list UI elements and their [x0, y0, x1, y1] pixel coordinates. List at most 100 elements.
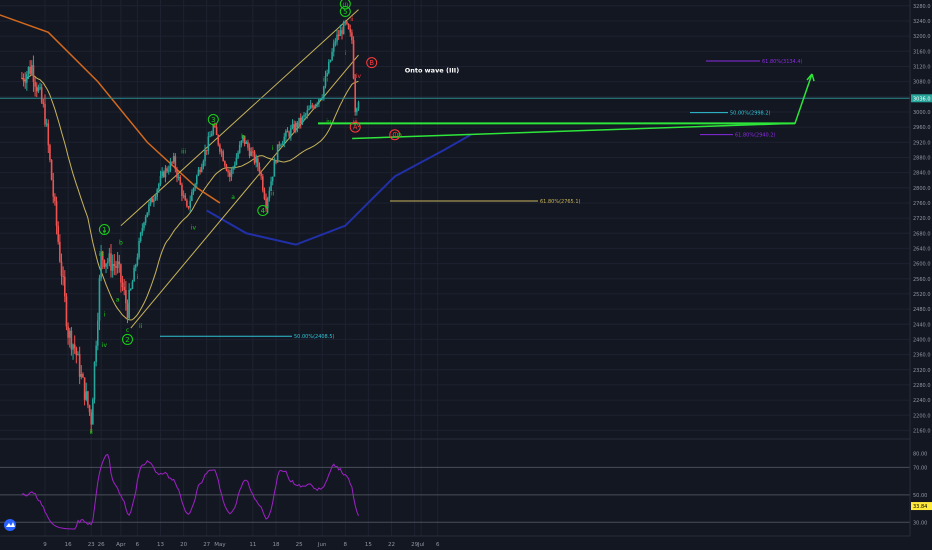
rsi-current-label: 33.84: [913, 504, 927, 510]
rsi-tick-label: 50.00: [913, 493, 927, 499]
rsi-current-badge: [911, 502, 932, 511]
candle-body: [210, 134, 213, 137]
candle-body: [116, 261, 119, 268]
candle-body: [93, 362, 96, 400]
candle-body: [260, 172, 262, 177]
candle-body: [301, 116, 304, 124]
candle-body: [24, 81, 26, 83]
candle-body: [98, 278, 101, 321]
candle-body: [237, 152, 239, 158]
candle-body: [219, 144, 221, 152]
price-tick-label: 2680.0: [913, 231, 931, 237]
candle-body: [273, 160, 276, 177]
candle-body: [67, 326, 69, 338]
price-tick-label: 2600.0: [913, 262, 931, 268]
candle-body: [323, 86, 325, 98]
wave-label: 4: [261, 207, 266, 215]
wave-label: A: [353, 124, 358, 132]
candle-body: [283, 136, 286, 144]
price-tick-label: 2640.0: [913, 246, 931, 252]
candle-body: [176, 169, 178, 178]
candle-body: [187, 206, 190, 208]
candle-body: [151, 198, 154, 203]
minor-wave-label: ii: [350, 16, 354, 23]
minor-wave-label: iii: [99, 251, 104, 258]
candle-body: [197, 169, 200, 176]
candle-body: [184, 195, 187, 201]
minor-wave-label: iv: [102, 342, 108, 349]
minor-wave-label: ii: [139, 323, 143, 330]
fib-level-label: 61.80%(2940.2): [735, 133, 776, 139]
candle-body: [82, 374, 84, 378]
candle-body: [120, 264, 122, 283]
fib-level-label: 61.80%(3134.4): [762, 59, 803, 65]
candle-body: [179, 177, 182, 185]
wave-label: 2: [125, 336, 129, 344]
candle-body: [22, 78, 25, 82]
candle-body: [266, 198, 269, 209]
candle-body: [88, 405, 91, 413]
candle-body: [40, 87, 43, 103]
price-tick-label: 3240.0: [913, 19, 931, 25]
candle-body: [225, 165, 228, 171]
fib-level-label: 50.00%(2998.2): [730, 111, 771, 117]
time-tick-label: Jun: [317, 542, 327, 548]
candle-body: [68, 330, 71, 338]
candle-body: [329, 60, 332, 62]
candle-body: [209, 136, 211, 138]
minor-wave-label: i: [137, 274, 139, 281]
candle-body: [158, 184, 160, 190]
candle-body: [65, 296, 68, 327]
wave-label-circle: [98, 223, 110, 235]
candle-body: [44, 103, 46, 125]
candle-body: [257, 158, 259, 167]
price-tick-label: 3200.0: [913, 34, 931, 40]
minor-wave-label: b: [119, 240, 123, 247]
candle-body: [229, 172, 231, 177]
minor-wave-label: b: [241, 133, 245, 140]
candle-body: [113, 264, 116, 266]
candle-body: [52, 179, 55, 197]
wave-label-circle: [389, 129, 401, 141]
candle-body: [47, 123, 50, 146]
candle-body: [154, 196, 157, 200]
candle-body: [303, 115, 305, 117]
minor-wave-label: v: [103, 228, 107, 235]
candle-body: [181, 184, 183, 196]
candle-body: [278, 144, 281, 146]
candle-body: [177, 177, 180, 179]
price-tick-label: 3280.0: [913, 4, 931, 10]
wave-label-circle: [339, 5, 351, 17]
minor-wave-label: i: [344, 50, 346, 57]
candle-body: [118, 261, 121, 265]
candle-body: [123, 287, 125, 291]
candle-body: [146, 212, 149, 218]
grid: [0, 0, 910, 536]
candle-body: [75, 347, 78, 356]
panel-settings-icon[interactable]: [4, 519, 16, 531]
candle-body: [276, 144, 279, 163]
candle-body: [263, 190, 266, 199]
wave-label: (I): [342, 2, 348, 8]
minor-wave-label: v: [357, 122, 361, 129]
wave-label: C: [392, 131, 397, 139]
candle-body: [255, 158, 257, 163]
candle-body: [159, 175, 162, 185]
candle-body: [182, 195, 185, 197]
price-tick-label: 2840.0: [913, 171, 931, 177]
candle-body: [172, 156, 175, 163]
rsi-tick-label: 70.00: [913, 465, 927, 471]
current-price-label: 3036.0: [913, 96, 931, 102]
projection-arrowhead: [806, 73, 815, 82]
candle-body: [334, 41, 337, 44]
candle-body: [64, 276, 66, 297]
candle-body: [220, 151, 223, 153]
candle-body: [131, 281, 134, 289]
candle-body: [50, 159, 53, 180]
time-tick-label: 13: [157, 542, 164, 548]
candle-body: [202, 161, 205, 168]
minor-wave-label: iv: [356, 73, 362, 80]
minor-wave-label: iii: [181, 149, 186, 156]
